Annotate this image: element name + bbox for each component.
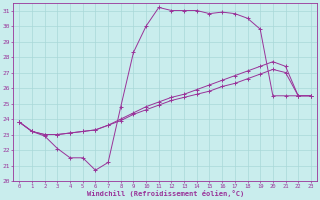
X-axis label: Windchill (Refroidissement éolien,°C): Windchill (Refroidissement éolien,°C) <box>86 190 244 197</box>
